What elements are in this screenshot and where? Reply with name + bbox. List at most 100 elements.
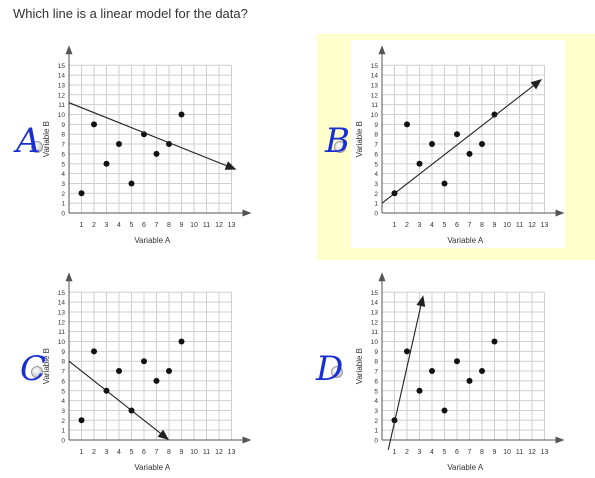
chart-b-y-tick-label: 15: [371, 63, 379, 70]
chart-d-data-point: [479, 368, 485, 375]
chart-d-y-tick-label: 9: [374, 349, 378, 356]
chart-d-x-tick-label: 1: [393, 449, 397, 456]
chart-c-x-tick-label: 2: [92, 449, 96, 456]
chart-a-y-tick-label: 14: [58, 73, 66, 80]
chart-b-x-tick-label: 3: [418, 222, 422, 229]
chart-b-y-tick-label: 9: [374, 122, 378, 129]
chart-c-y-tick-label: 0: [61, 438, 65, 445]
chart-b-y-tick-label: 2: [374, 191, 378, 198]
chart-a-y-axis-arrow: [65, 45, 73, 55]
chart-c-y-tick-label: 3: [61, 408, 65, 415]
chart-b-y-tick-label: 0: [374, 211, 378, 218]
chart-d-x-axis-arrow: [555, 436, 565, 444]
chart-b-y-tick-label: 6: [374, 151, 378, 158]
chart-c-x-tick-label: 9: [180, 449, 184, 456]
chart-d-x-tick-label: 8: [480, 449, 484, 456]
chart-d-y-tick-label: 13: [371, 309, 379, 316]
chart-b-y-tick-label: 12: [371, 92, 379, 99]
chart-b-y-tick-label: 1: [374, 201, 378, 208]
chart-a-y-tick-label: 0: [61, 211, 65, 218]
chart-b-data-point: [404, 121, 410, 128]
chart-b-x-tick-label: 7: [468, 222, 472, 229]
chart-d-y-tick-label: 0: [374, 438, 378, 445]
chart-b-data-point: [416, 160, 423, 167]
chart-d-y-tick-label: 3: [374, 408, 378, 415]
chart-b-data-point: [466, 150, 473, 157]
chart-a-x-tick-label: 9: [180, 222, 184, 229]
radio-choice-b[interactable]: [334, 141, 346, 153]
chart-a-x-tick-label: 7: [155, 222, 159, 229]
chart-c-x-tick-label: 13: [228, 449, 236, 456]
chart-d-x-axis-label: Variable A: [447, 463, 484, 472]
chart-b-x-tick-label: 13: [541, 222, 549, 229]
chart-c-x-tick-label: 7: [155, 449, 159, 456]
chart-d-data-point: [441, 407, 448, 414]
chart-c-y-tick-label: 5: [61, 388, 65, 395]
chart-c-model-line: [68, 360, 161, 434]
chart-c-y-tick-label: 8: [61, 359, 65, 366]
chart-a-data-point: [103, 160, 110, 167]
chart-b-y-tick-label: 11: [371, 102, 378, 109]
chart-d-x-tick-label: 11: [516, 449, 523, 456]
chart-a-x-tick-label: 2: [92, 222, 96, 229]
chart-d-model-line: [387, 305, 422, 450]
chart-a-x-tick-label: 8: [167, 222, 171, 229]
chart-d-data-point: [416, 387, 423, 394]
radio-choice-c[interactable]: [31, 366, 43, 378]
chart-c-y-tick-label: 10: [58, 339, 66, 346]
chart-b-x-tick-label: 11: [516, 222, 523, 229]
radio-choice-d[interactable]: [331, 366, 343, 378]
chart-c-y-tick-label: 9: [61, 349, 65, 356]
chart-b-x-tick-label: 2: [405, 222, 409, 229]
chart-d: 1 2 3 4 5 6 7 8 9 10 11 12 130123456789101112131415V…: [355, 272, 565, 472]
chart-d-model-line-arrow: [416, 295, 426, 307]
chart-c-y-tick-label: 4: [61, 398, 65, 405]
chart-a-x-tick-label: 3: [105, 222, 109, 229]
chart-a-x-tick-label: 1: [80, 222, 84, 229]
chart-b-data-point: [454, 131, 460, 138]
chart-c-y-tick-label: 13: [58, 309, 66, 316]
chart-b-model-line: [381, 85, 534, 204]
chart-b-y-axis-label: Variable B: [355, 121, 364, 157]
question-text: Which line is a linear model for the dat…: [13, 6, 248, 21]
chart-b-x-axis-arrow: [555, 209, 565, 217]
chart-a-x-axis-arrow: [242, 209, 252, 217]
chart-c-x-tick-label: 8: [167, 449, 171, 456]
chart-b-data-point: [429, 141, 435, 148]
chart-c-data-point: [91, 348, 97, 355]
chart-d-x-tick-label: 12: [528, 449, 536, 456]
chart-d-y-tick-label: 8: [374, 359, 378, 366]
chart-d-y-tick-label: 1: [374, 428, 378, 435]
chart-a-x-tick-label: 12: [215, 222, 223, 229]
chart-a-y-tick-label: 13: [58, 82, 66, 89]
chart-d-y-tick-label: 14: [371, 300, 379, 307]
chart-a-y-tick-label: 12: [58, 92, 66, 99]
chart-c-y-tick-label: 15: [58, 290, 66, 297]
chart-b-y-tick-label: 14: [371, 73, 379, 80]
chart-d-x-tick-label: 5: [443, 449, 447, 456]
radio-choice-a[interactable]: [31, 141, 43, 153]
chart-a-y-tick-label: 10: [58, 112, 66, 119]
chart-a-y-axis-label: Variable B: [42, 121, 51, 157]
chart-a-y-tick-label: 9: [61, 122, 65, 129]
chart-b-y-tick-label: 4: [374, 171, 378, 178]
chart-d-y-tick-label: 7: [374, 369, 378, 376]
chart-d-x-tick-label: 3: [418, 449, 422, 456]
chart-a-data-point: [178, 111, 185, 118]
chart-a-x-tick-label: 4: [117, 222, 121, 229]
chart-b-x-tick-label: 1: [393, 222, 397, 229]
chart-c-data-point: [153, 377, 160, 384]
chart-a-model-line-arrow: [224, 161, 237, 170]
chart-c-y-tick-label: 7: [61, 369, 65, 376]
chart-b-x-axis-label: Variable A: [447, 236, 484, 245]
chart-c-x-tick-label: 3: [105, 449, 109, 456]
chart-c-x-tick-label: 10: [190, 449, 198, 456]
chart-a-model-line: [68, 102, 227, 167]
chart-d-data-point: [454, 358, 460, 365]
chart-b-y-tick-label: 10: [371, 112, 379, 119]
chart-d-x-tick-label: 4: [430, 449, 434, 456]
chart-b-data-point: [491, 111, 498, 118]
chart-c-y-tick-label: 6: [61, 378, 65, 385]
chart-a-data-point: [116, 141, 122, 148]
